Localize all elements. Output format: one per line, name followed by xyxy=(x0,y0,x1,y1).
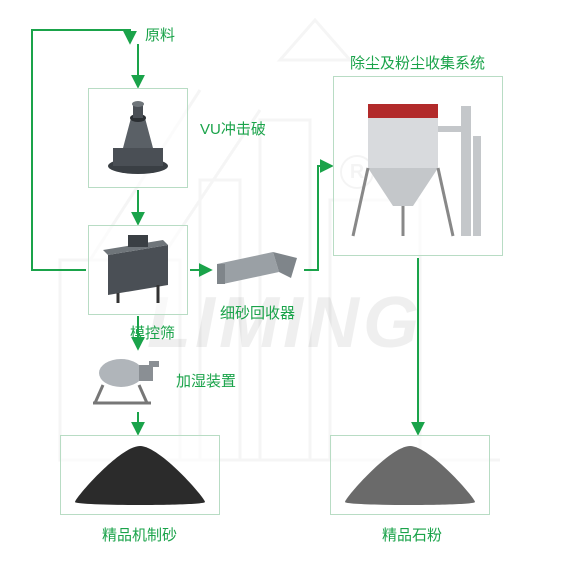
node-crusher xyxy=(88,88,188,188)
crusher-icon xyxy=(103,98,173,178)
label-recycler: 细砂回收器 xyxy=(220,302,295,323)
powder-pile-icon xyxy=(335,440,485,510)
label-powder-product: 精品石粉 xyxy=(382,524,442,545)
label-humidifier: 加湿装置 xyxy=(176,370,236,391)
node-screen xyxy=(88,225,188,315)
label-dust-collector: 除尘及粉尘收集系统 xyxy=(350,52,485,73)
dust-collector-icon xyxy=(343,86,493,246)
node-powder-product xyxy=(330,435,490,515)
recycler-icon xyxy=(213,246,301,294)
node-sand-product xyxy=(60,435,220,515)
sand-pile-icon xyxy=(65,440,215,510)
label-crusher: VU冲击破 xyxy=(200,118,266,139)
node-dust-collector xyxy=(333,76,503,256)
screen-icon xyxy=(98,235,178,305)
node-humidifier xyxy=(88,350,166,410)
node-recycler xyxy=(212,245,302,295)
label-sand-product: 精品机制砂 xyxy=(102,524,177,545)
humidifier-icon xyxy=(89,351,165,409)
label-screen: 模控筛 xyxy=(130,322,175,343)
label-raw-material: 原料 xyxy=(145,24,175,45)
